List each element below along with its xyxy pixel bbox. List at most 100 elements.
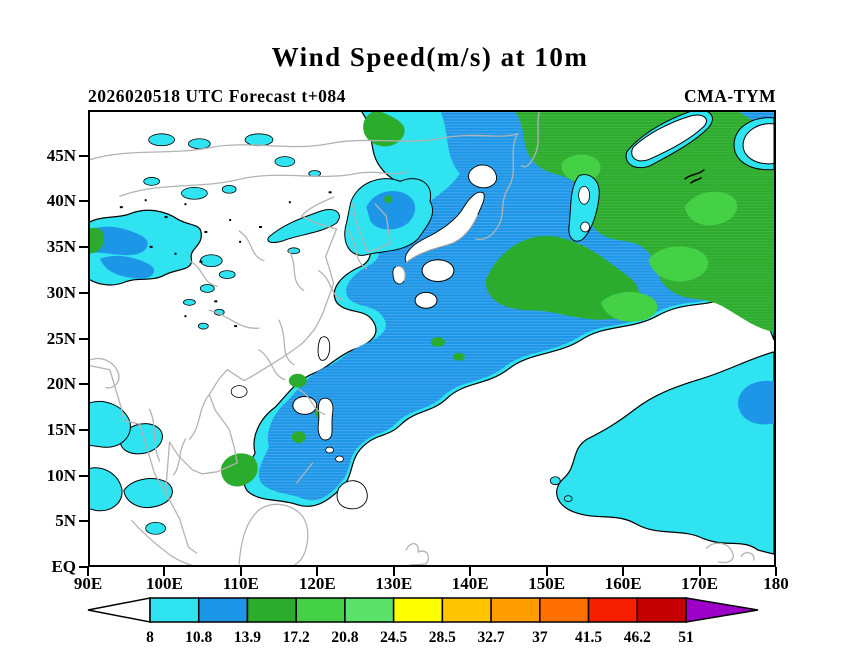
calm-hole-ecs-2 [414, 291, 438, 309]
colorbar-legend: 8 10.8 13.9 17.2 20.8 24.5 28.5 32.7 37 41.5 46.2 5… [87, 597, 759, 646]
speckle [288, 201, 291, 204]
y-axis-tick [79, 474, 88, 477]
border-squiggle [149, 393, 210, 476]
x-axis-tick-label: 100E [146, 574, 183, 593]
y-axis-tick [79, 200, 88, 203]
y-axis-tick-label: 5N [55, 511, 76, 531]
gulf-blob-3 [145, 521, 166, 535]
coastline-layer [90, 112, 755, 565]
y-axis-tick-label: 45N [46, 145, 76, 165]
y-axis-tick [79, 520, 88, 523]
tibet-blue-core-1 [90, 226, 148, 256]
border-squiggle [298, 388, 326, 415]
corner-hole-white [742, 123, 774, 165]
coast-china-indochina [164, 196, 338, 554]
light-green-patch-2 [648, 246, 709, 282]
scatter-blob [181, 186, 208, 200]
speckle [204, 230, 208, 233]
speckle [164, 216, 168, 219]
bengal-blob-1 [90, 400, 131, 448]
colorbar-tick-label: 37 [532, 629, 548, 646]
border-ne-china [475, 133, 519, 240]
y-axis-tick-label: 10N [46, 465, 76, 485]
speckle [174, 252, 177, 255]
x-axis-tick-label: 130E [375, 574, 413, 593]
tibet-cyan-south-4 [197, 322, 209, 330]
speckle [214, 300, 218, 303]
y-axis-tick-label: EQ [51, 557, 76, 576]
colorbar-under-arrow [87, 597, 151, 623]
x-axis-tick-label: 150E [528, 574, 566, 593]
coast-india-myanmar [90, 357, 167, 494]
colorbar-over-arrow [685, 597, 759, 623]
tibet-green-bit [90, 227, 105, 254]
wind-speed-map-svg [90, 112, 774, 565]
green-patch-scs-2 [288, 373, 307, 388]
green-patch-band-1 [431, 337, 445, 347]
y-axis-tick [79, 291, 88, 294]
light-green-patch-3 [601, 292, 658, 322]
bohai-cyan-dot [287, 247, 301, 255]
x-axis-tick [545, 567, 548, 576]
storm-eye-cyan [568, 174, 600, 242]
y-axis-tick [79, 337, 88, 340]
colorbar-cell [392, 597, 444, 623]
colorbar-cell [490, 597, 541, 623]
y-axis-tick-label: 35N [46, 237, 76, 257]
green-patch-scs-3 [291, 431, 306, 444]
colorbar-cell [636, 597, 687, 623]
tropical-pacific-cyan [556, 351, 774, 555]
colorbar-tick-label: 51 [678, 629, 694, 646]
y-axis-tick-label: 20N [46, 374, 76, 394]
tropical-cyan-dot-1 [549, 476, 561, 486]
bengal-blob-2 [90, 467, 123, 512]
colorbar-tick-label: 17.2 [283, 629, 310, 646]
province-borders [149, 230, 368, 476]
colorbar-tick-label: 13.9 [234, 629, 261, 646]
yellow-sea-blue-core [366, 190, 416, 230]
x-axis-tick-label: 120E [298, 574, 336, 593]
y-axis-tick [79, 154, 88, 157]
bohai-cyan-streak [267, 209, 340, 243]
forecast-init-label: 2026020518 UTC Forecast t+084 [88, 86, 346, 106]
colorbar-tick-label: 46.2 [624, 629, 651, 646]
border-squiggle [258, 349, 286, 381]
scatter-blob [148, 133, 175, 147]
bay-of-bengal-cyan [90, 400, 131, 512]
north-china-cyan-scatter [143, 133, 322, 200]
gulf-of-thailand-cyan [119, 423, 173, 535]
colorbar-tick-label: 24.5 [380, 629, 407, 646]
green-patch-band-2 [452, 352, 465, 361]
visayas-island-2 [335, 455, 344, 463]
colorbar-cell [441, 597, 492, 623]
x-axis-tick-label: 140E [451, 574, 489, 593]
x-axis-tick [469, 567, 472, 576]
y-axis-tick [79, 246, 88, 249]
scatter-blob [274, 156, 296, 167]
coast-japan-gray [395, 214, 479, 282]
calm-wedge-white [631, 114, 707, 162]
x-axis-tick-label: 160E [604, 574, 642, 593]
colorbar-tick-label: 20.8 [331, 629, 358, 646]
border-squiggle [208, 309, 260, 329]
x-axis-tick-label: 110E [222, 574, 259, 593]
storm-eye-white-2 [580, 221, 590, 233]
speckle [229, 219, 232, 222]
y-axis-tick [79, 566, 88, 568]
speckle [119, 206, 123, 209]
mindanao-island [336, 480, 368, 510]
luzon-island [317, 397, 334, 441]
island-land-layer [230, 164, 497, 510]
x-axis-tick-label: 180 [763, 574, 789, 593]
speckle [328, 191, 332, 194]
scatter-blob [143, 177, 160, 186]
colorbar-tick-label: 28.5 [429, 629, 456, 646]
colorbar-cell [587, 597, 639, 623]
hainan-island [230, 385, 248, 398]
y-axis-tick-label: 40N [46, 191, 76, 211]
scatter-blob [221, 184, 237, 194]
speckle [234, 325, 238, 328]
colorbar-cell [295, 597, 346, 623]
border-russia [90, 133, 519, 161]
speckle [259, 225, 262, 228]
